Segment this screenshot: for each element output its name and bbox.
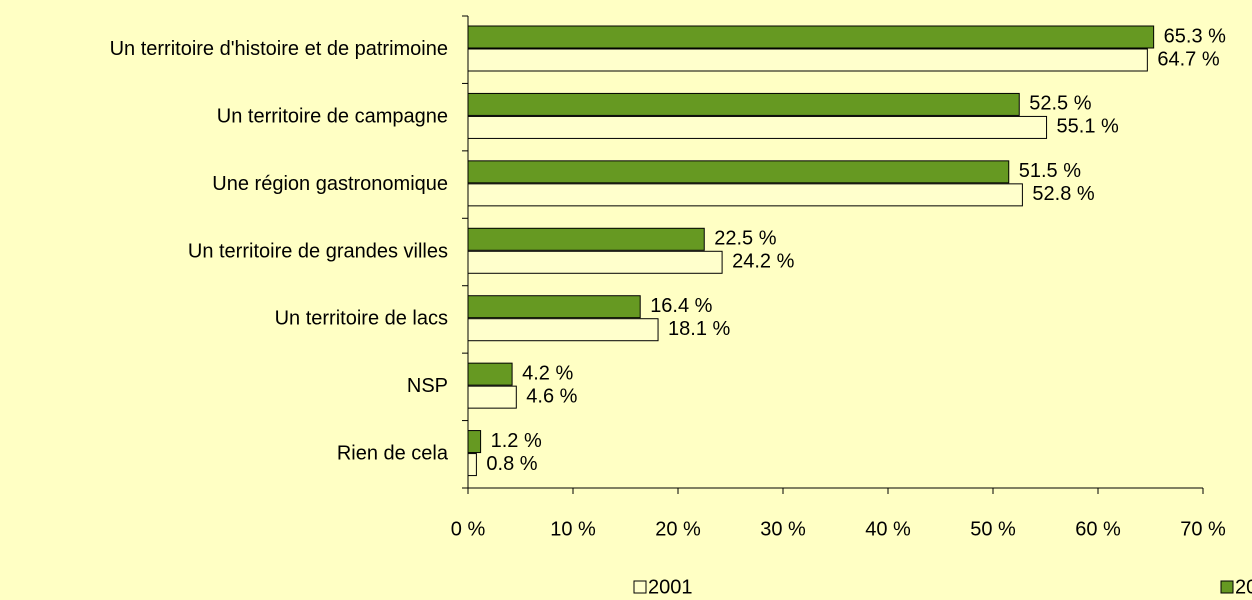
legend-label: 2001 (648, 576, 693, 598)
value-label: 52.8 % (1032, 183, 1094, 205)
x-tick-label: 40 % (865, 518, 911, 540)
bar (467, 430, 482, 454)
value-label: 24.2 % (732, 251, 794, 273)
value-label: 55.1 % (1057, 116, 1119, 138)
bar (467, 25, 1155, 49)
bar (467, 227, 705, 251)
x-tick-label: 20 % (655, 518, 701, 540)
value-label: 65.3 % (1164, 25, 1226, 47)
x-tick-label: 10 % (550, 518, 596, 540)
x-tick-label: 30 % (760, 518, 806, 540)
bar (467, 160, 1010, 184)
bar (467, 250, 723, 274)
x-tick-label: 60 % (1075, 518, 1121, 540)
legend-label: 2003 (1235, 576, 1252, 598)
bar (467, 48, 1148, 72)
bar (467, 318, 659, 342)
value-label: 18.1 % (668, 318, 730, 340)
bar (467, 362, 513, 386)
value-label: 22.5 % (714, 228, 776, 250)
category-label: Un territoire de campagne (217, 105, 448, 127)
category-label: Une région gastronomique (212, 173, 448, 195)
bar (467, 115, 1048, 139)
value-label: 1.2 % (491, 430, 542, 452)
category-label: Un territoire de lacs (275, 308, 448, 330)
value-label: 52.5 % (1029, 93, 1091, 115)
legend-swatch (1220, 580, 1234, 594)
category-label: Un territoire d'histoire et de patrimoin… (110, 38, 448, 60)
bar (467, 295, 641, 319)
x-tick-label: 0 % (451, 518, 486, 540)
value-label: 0.8 % (486, 453, 537, 475)
value-label: 4.2 % (522, 362, 573, 384)
bar (467, 453, 477, 477)
value-label: 16.4 % (650, 295, 712, 317)
bar (467, 92, 1020, 116)
value-label: 51.5 % (1019, 160, 1081, 182)
legend-swatch (633, 580, 647, 594)
category-label: NSP (407, 375, 448, 397)
category-label: Rien de cela (337, 443, 449, 465)
value-label: 64.7 % (1157, 48, 1219, 70)
bar (467, 385, 517, 409)
value-label: 4.6 % (526, 385, 577, 407)
x-tick-label: 50 % (970, 518, 1016, 540)
x-tick-label: 70 % (1180, 518, 1226, 540)
category-label: Un territoire de grandes villes (188, 240, 448, 262)
bar (467, 183, 1023, 207)
